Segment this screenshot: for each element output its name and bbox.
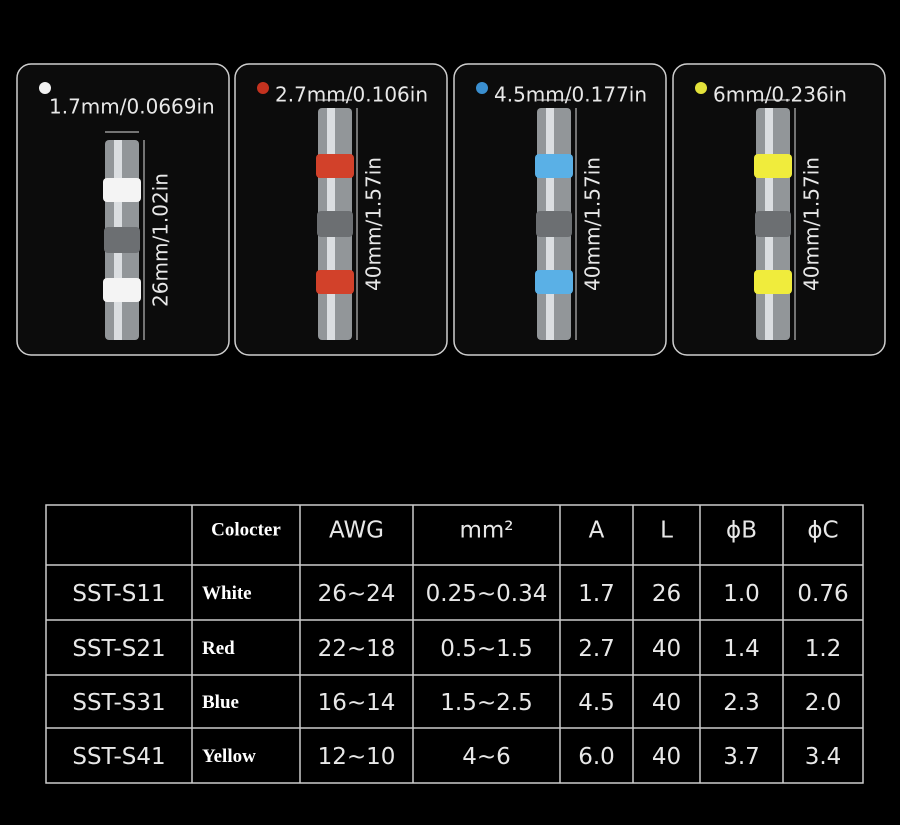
table-cell: 40 <box>652 744 681 770</box>
sealant-band <box>535 270 573 294</box>
table-cell: 12~10 <box>318 744 396 770</box>
diameter-label: 6mm/0.236in <box>713 83 847 107</box>
table-cell: 2.0 <box>805 690 842 716</box>
table-cell: 26 <box>652 581 681 607</box>
sealant-band <box>754 270 792 294</box>
model-cell: SST-S31 <box>72 690 165 716</box>
table-cell: Blue <box>202 692 239 713</box>
sealant-band <box>103 178 141 202</box>
table-cell: 2.7 <box>578 636 615 662</box>
table-cell: 3.7 <box>723 744 760 770</box>
header-cell: L <box>660 518 673 544</box>
table-cell: White <box>202 583 252 604</box>
table-cell: 40 <box>652 636 681 662</box>
table-cell: 26~24 <box>318 581 396 607</box>
header-cell: AWG <box>329 518 384 544</box>
header-cell: A <box>589 518 605 544</box>
color-dot <box>695 82 707 94</box>
diameter-label: 2.7mm/0.106in <box>275 83 428 107</box>
table-cell: Red <box>202 638 235 659</box>
solder-ring <box>317 211 353 237</box>
sealant-band <box>535 154 573 178</box>
table-cell: 1.0 <box>723 581 760 607</box>
table-cell: 22~18 <box>318 636 396 662</box>
table-cell: 0.5~1.5 <box>440 636 532 662</box>
table-cell: 1.7 <box>578 581 615 607</box>
diameter-label: 4.5mm/0.177in <box>494 83 647 107</box>
table-cell: 0.76 <box>797 581 848 607</box>
table-cell: 6.0 <box>578 744 615 770</box>
header-cell: Colocter <box>211 519 281 540</box>
table-cell: 0.25~0.34 <box>426 581 548 607</box>
length-label: 40mm/1.57in <box>581 157 605 291</box>
table-cell: 2.3 <box>723 690 760 716</box>
solder-ring <box>755 211 791 237</box>
model-cell: SST-S11 <box>72 581 165 607</box>
table-cell: 4~6 <box>462 744 511 770</box>
table-cell: Yellow <box>202 746 256 767</box>
header-cell: ϕC <box>807 518 838 544</box>
solder-ring <box>536 211 572 237</box>
table-cell: 1.2 <box>805 636 842 662</box>
length-label: 40mm/1.57in <box>800 157 824 291</box>
table-cell: 1.5~2.5 <box>440 690 532 716</box>
sealant-band <box>103 278 141 302</box>
color-dot <box>257 82 269 94</box>
table-cell: 3.4 <box>805 744 842 770</box>
diameter-label: 1.7mm/0.0669in <box>49 95 215 119</box>
model-cell: SST-S41 <box>72 744 165 770</box>
sealant-band <box>754 154 792 178</box>
table-cell: 1.4 <box>723 636 760 662</box>
solder-ring <box>104 227 140 253</box>
color-dot <box>476 82 488 94</box>
table-cell: 16~14 <box>318 690 396 716</box>
sealant-band <box>316 270 354 294</box>
model-cell: SST-S21 <box>72 636 165 662</box>
header-cell: mm² <box>459 518 513 544</box>
header-cell: ϕB <box>726 518 757 544</box>
table-cell: 40 <box>652 690 681 716</box>
sealant-band <box>316 154 354 178</box>
table-cell: 4.5 <box>578 690 615 716</box>
length-label: 26mm/1.02in <box>149 173 173 307</box>
color-dot <box>39 82 51 94</box>
length-label: 40mm/1.57in <box>362 157 386 291</box>
table-border <box>45 504 864 784</box>
